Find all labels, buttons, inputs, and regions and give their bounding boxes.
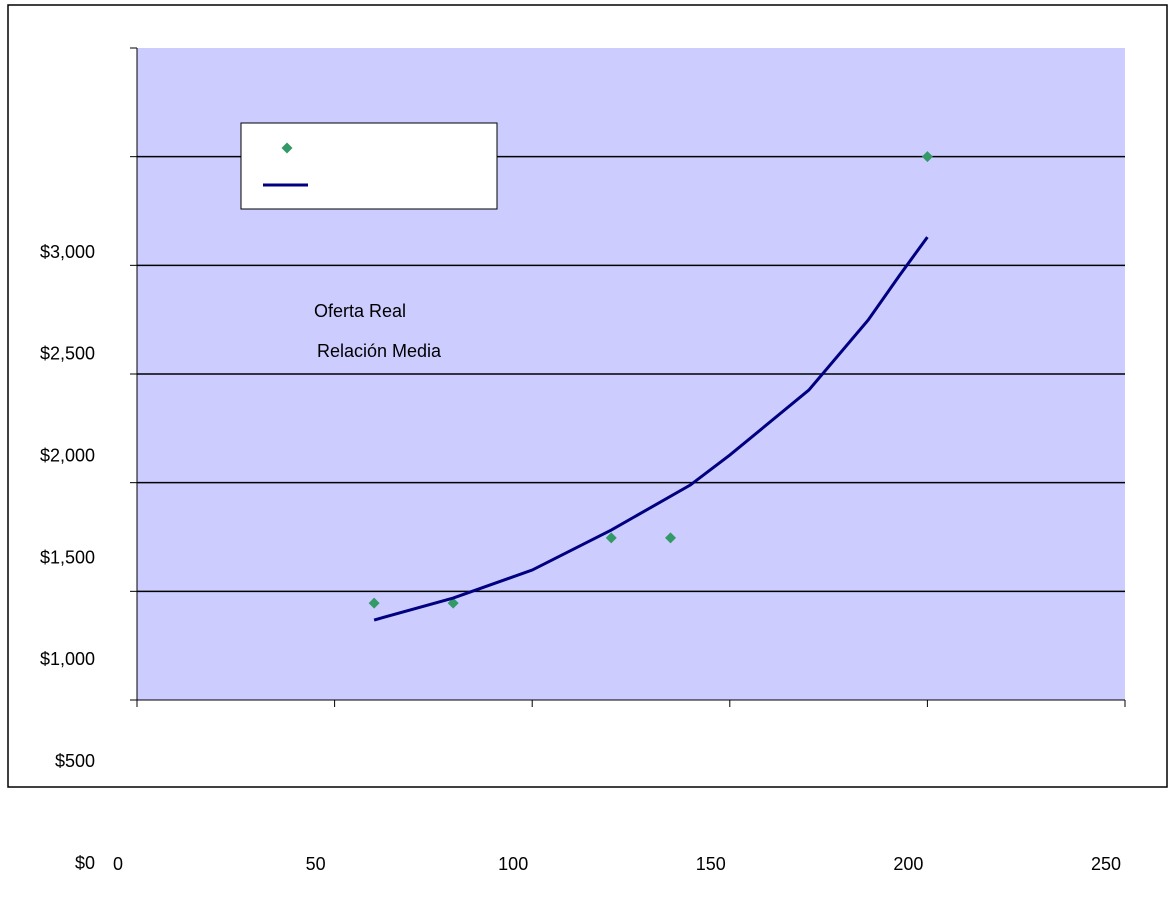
x-tick-label: 250 [1091, 854, 1121, 874]
legend-marker [281, 142, 293, 154]
point [368, 597, 380, 609]
y-tick-label: $2,500 [40, 344, 95, 364]
legend-label: Oferta Real [314, 301, 406, 321]
x-tick-label: 200 [893, 854, 923, 874]
y-tick-label: $1,500 [40, 547, 95, 567]
point [605, 532, 617, 544]
y-tick-label: $1,000 [40, 649, 95, 669]
y-tick-label: $500 [55, 751, 95, 771]
point [921, 151, 933, 163]
legend-label: Relación Media [317, 341, 442, 361]
x-tick-label: 100 [498, 854, 528, 874]
point [665, 532, 677, 544]
x-tick-label: 150 [696, 854, 726, 874]
y-tick-label: $0 [75, 853, 95, 873]
y-tick-label: $3,000 [40, 242, 95, 262]
trend-line [373, 236, 929, 622]
x-tick-label: 0 [113, 854, 123, 874]
y-tick-label: $2,000 [40, 445, 95, 465]
x-tick-label: 50 [306, 854, 326, 874]
legend-box [240, 122, 498, 210]
